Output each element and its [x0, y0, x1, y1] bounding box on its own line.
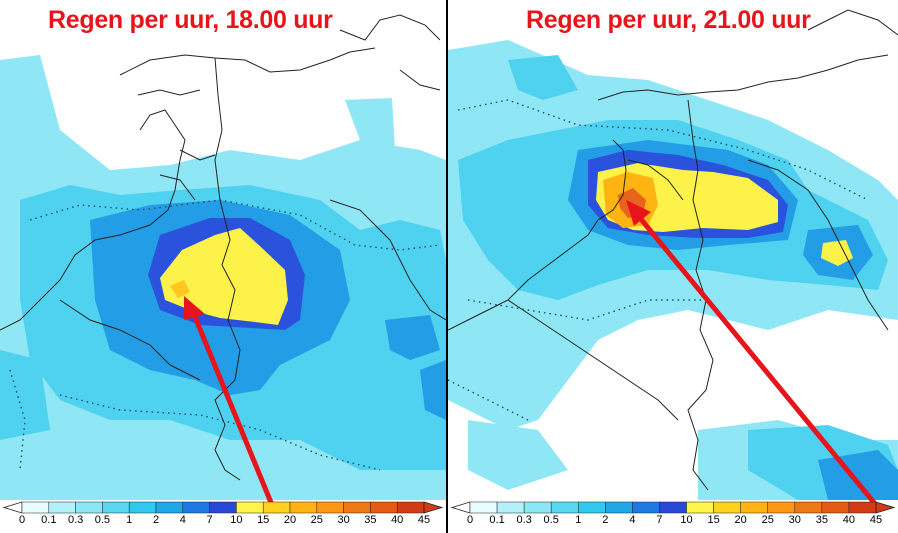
- scale-tick-label: 2: [602, 514, 609, 526]
- scale-tick-label: 0.1: [41, 514, 57, 526]
- rain-area-light-3: [468, 420, 568, 490]
- scale-tick-label: 40: [391, 514, 404, 526]
- scale-color-step: [75, 501, 103, 514]
- scale-tick-label: 7: [206, 514, 213, 526]
- scale-tick-label: 1: [575, 514, 582, 526]
- color-scale-bar-18h: [2, 501, 444, 514]
- pointer-arrow-line: [190, 311, 275, 506]
- scale-arrow-left: [2, 501, 23, 514]
- rain-area-medium-2: [0, 350, 50, 440]
- scale-color-step: [48, 501, 76, 514]
- rain-area-medium-2: [508, 55, 578, 100]
- scale-arrow-right: [875, 501, 896, 514]
- land-border-2: [507, 159, 889, 421]
- coastline: [0, 47, 376, 331]
- pointer-arrow-line: [638, 216, 878, 507]
- scale-tick-label: 0.5: [94, 514, 111, 526]
- scale-color-step: [821, 501, 850, 514]
- scale-tick-label: 20: [283, 514, 297, 526]
- land-border-2: [59, 149, 446, 381]
- scale-color-step: [370, 501, 398, 514]
- precipitation-map-21h: [448, 9, 898, 507]
- scale-tick-label: 0: [466, 514, 474, 526]
- scale-color-step: [659, 501, 687, 514]
- rain-area-orange-spot: [170, 280, 190, 298]
- rain-area-blue-3: [420, 360, 446, 420]
- scale-color-step: [102, 501, 130, 514]
- scale-color-step: [209, 501, 237, 514]
- rain-area-light-3: [0, 60, 22, 130]
- scale-color-step: [469, 501, 498, 514]
- scale-tick-label: 30: [788, 514, 801, 526]
- map-panel-18h: Regen per uur, 18.00 uur 0 0.1 0.3 0.5 1 2 4 7 1…: [0, 0, 446, 533]
- scale-tick-label: 25: [761, 514, 774, 526]
- scale-tick-label: 15: [707, 514, 720, 526]
- scale-color-step: [740, 501, 768, 514]
- scale-tick-label: 35: [364, 514, 377, 526]
- scale-tick-label: 10: [680, 514, 693, 526]
- scale-color-step: [713, 501, 741, 514]
- scale-tick-label: 2: [152, 514, 160, 526]
- rain-area-light-2: [345, 98, 395, 150]
- pointer-arrow-head: [626, 200, 651, 226]
- scale-color-step: [21, 501, 50, 514]
- scale-tick-label: 15: [257, 514, 270, 526]
- scale-tick-label: 35: [815, 514, 828, 526]
- scale-tick-label: 45: [417, 514, 431, 526]
- contour-dotted: [448, 99, 869, 421]
- scale-color-step: [316, 501, 344, 514]
- scale-color-step: [767, 501, 796, 514]
- panel-divider: [446, 0, 448, 533]
- scale-tick-label: 0.3: [516, 514, 532, 526]
- rain-area-yellow: [160, 228, 288, 325]
- scale-tick-label: 40: [842, 514, 856, 526]
- scale-tick-label: 1: [126, 514, 133, 526]
- scale-color-step: [182, 501, 210, 514]
- scale-tick-label: 10: [230, 514, 243, 526]
- contour-dotted: [9, 199, 441, 471]
- scale-color-step: [289, 501, 318, 514]
- color-scale-labels-18h: 0 0.1 0.3 0.5 1 2 4 7 10 15 20 25 30 35 40 45: [0, 514, 446, 530]
- scale-color-step: [523, 501, 552, 514]
- map-title-18h: Regen per uur, 18.00 uur: [48, 6, 333, 34]
- scale-tick-label: 20: [734, 514, 747, 526]
- scale-tick-label: 45: [869, 514, 883, 526]
- land-border: [214, 14, 441, 481]
- pointer-arrow-head: [184, 296, 205, 320]
- scale-tick-label: 4: [179, 514, 186, 526]
- scale-color-step: [794, 501, 823, 514]
- scale-color-step: [848, 501, 877, 514]
- color-scale-bar-21h: [450, 501, 896, 514]
- scale-tick-label: 7: [656, 514, 663, 526]
- scale-tick-label: 30: [337, 514, 350, 526]
- scale-color-step: [262, 501, 291, 514]
- scale-tick-label: 0: [18, 514, 26, 526]
- scale-color-step: [343, 501, 371, 514]
- scale-tick-label: 25: [310, 514, 323, 526]
- coastline: [448, 54, 889, 331]
- precipitation-map-18h: [0, 14, 446, 506]
- scale-color-step: [686, 501, 714, 514]
- scale-color-step: [155, 501, 184, 514]
- scale-tick-label: 0.3: [67, 514, 84, 526]
- scale-tick-label: 0.1: [489, 514, 505, 526]
- scale-color-step: [496, 501, 525, 514]
- scale-color-step: [550, 501, 579, 514]
- scale-tick-label: 0.5: [543, 514, 559, 526]
- rain-area-blue-2: [385, 315, 440, 360]
- scale-color-step: [632, 501, 660, 514]
- map-title-21h: Regen per uur, 21.00 uur: [526, 6, 811, 34]
- scale-arrow-left: [450, 501, 471, 514]
- scale-color-step: [128, 501, 157, 514]
- scale-color-step: [236, 501, 264, 514]
- scale-arrow-right: [423, 501, 444, 514]
- scale-color-step: [578, 501, 606, 514]
- map-panel-21h: Regen per uur, 21.00 uur 0 0.1 0.3 0.5 1 2 4 7 1…: [448, 0, 898, 533]
- land-border: [687, 9, 898, 491]
- color-scale-labels-21h: 0 0.1 0.3 0.5 1 2 4 7 10 15 20 25 30 35 40 45: [448, 514, 898, 530]
- scale-tick-label: 4: [629, 514, 636, 526]
- scale-color-step: [396, 501, 425, 514]
- scale-color-step: [605, 501, 633, 514]
- rain-area-yellow-2: [821, 240, 853, 266]
